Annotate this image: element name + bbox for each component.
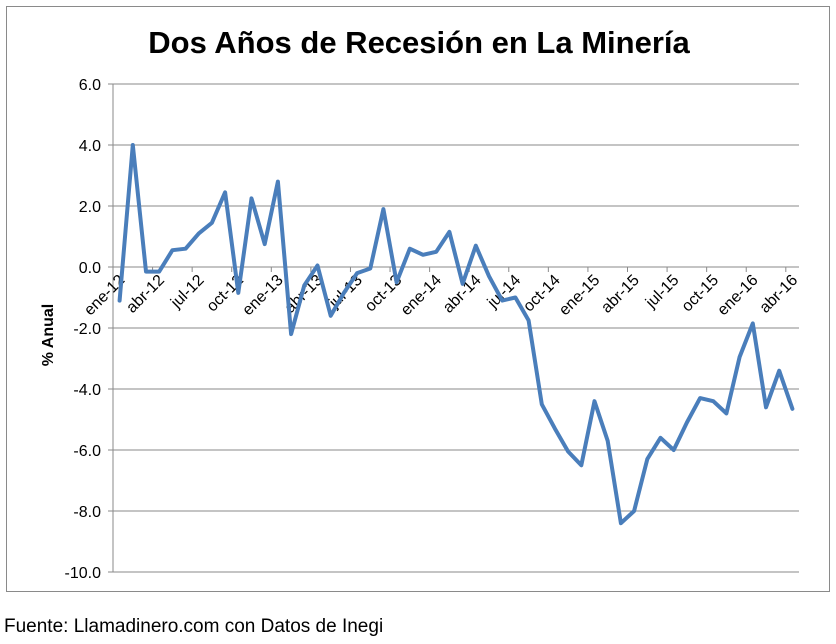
y-tick-label: 2.0 (79, 199, 101, 216)
x-tick-label: ene-13 (239, 272, 286, 319)
series-lines (117, 143, 795, 526)
y-tick-label: -8.0 (73, 504, 101, 521)
x-tick-label: ene-15 (556, 272, 603, 319)
y-tick-label: -10.0 (65, 565, 102, 582)
chart-frame: Dos Años de Recesión en La Minería -10.0… (6, 6, 830, 592)
y-tick-label: -2.0 (73, 321, 101, 338)
y-tick-label: -4.0 (73, 382, 101, 399)
x-tick-label: abr-15 (598, 272, 643, 317)
axes (108, 83, 799, 573)
x-tick-label: jul-15 (642, 272, 682, 312)
y-tick-label: -6.0 (73, 443, 101, 460)
x-tick-label: ene-16 (714, 272, 761, 319)
chart-title: Dos Años de Recesión en La Minería (148, 25, 690, 60)
gridlines (113, 83, 799, 573)
y-tick-label: 4.0 (79, 138, 101, 155)
y-axis-label: % Anual (40, 304, 57, 367)
x-tick-label: abr-16 (757, 272, 802, 317)
x-tick-label: abr-12 (123, 272, 168, 317)
y-tick-labels: -10.0 -8.0 -6.0 -4.0 -2.0 0.0 2.0 4.0 6.0 (65, 77, 102, 582)
y-tick-label: 0.0 (79, 260, 101, 277)
x-tick-label: ene-14 (398, 272, 445, 319)
source-note: Fuente: Llamadinero.com con Datos de Ine… (4, 616, 384, 637)
x-tick-label: jul-12 (167, 272, 207, 312)
series-line (117, 143, 795, 526)
line-chart: -10.0 -8.0 -6.0 -4.0 -2.0 0.0 2.0 4.0 6.0 ene-12… (40, 77, 801, 582)
y-tick-label: 6.0 (79, 77, 101, 94)
